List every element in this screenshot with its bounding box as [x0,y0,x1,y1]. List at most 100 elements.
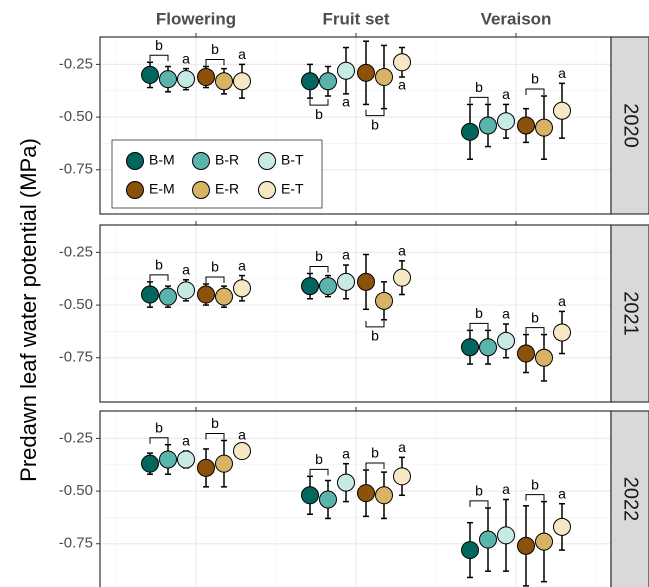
point [357,63,375,82]
significance-letter: a [238,257,246,273]
point [233,279,251,298]
y-tick-label: -0.25 [59,55,93,72]
point [393,268,411,287]
significance-letter: a [182,50,190,66]
point [197,458,215,477]
y-tick-label: -0.75 [59,161,93,178]
point [461,338,479,357]
bracket [469,322,489,330]
legend-label: E-R [215,181,239,197]
bracket [365,462,385,469]
significance-letter: b [155,419,163,435]
point [393,467,411,486]
point [553,101,571,120]
point [301,277,319,296]
bracket [205,276,225,283]
significance-letter: b [315,106,323,122]
point [393,53,411,72]
bracket [365,320,385,328]
bracket [149,274,169,281]
significance-letter: a [182,261,190,277]
point [337,61,355,80]
significance-letter: b [155,37,163,53]
legend-marker [126,152,144,170]
significance-letter: b [315,248,323,264]
point [375,291,393,310]
point [301,72,319,91]
point [337,473,355,492]
y-tick-label: -0.50 [59,108,93,125]
significance-letter: b [211,259,219,275]
legend-marker [258,152,276,170]
bracket [149,437,169,444]
bracket [525,88,545,95]
y-tick-label: -0.75 [59,535,93,552]
legend-marker [258,181,276,199]
significance-letter: a [502,86,510,102]
significance-letter: a [182,433,190,449]
point [233,442,251,461]
bracket [205,59,225,66]
legend-label: B-M [149,152,175,168]
point [497,526,515,545]
legend-label: E-M [149,181,175,197]
significance-letter: a [342,247,350,263]
point [517,116,535,135]
significance-letter: b [211,41,219,57]
facet-strip [610,224,649,403]
legend-marker [192,181,210,199]
legend-marker [126,181,144,199]
point [479,116,497,135]
significance-letter: a [342,445,350,461]
point [319,72,337,91]
significance-letter: b [531,476,539,492]
significance-letter: b [371,328,379,344]
point [479,530,497,549]
significance-letter: a [238,426,246,442]
significance-letter: a [558,65,566,81]
significance-letter: a [502,481,510,497]
y-tick-label: -0.50 [59,482,93,499]
point [177,70,195,89]
significance-letter: a [398,243,406,259]
facet-label: 2020 [620,103,642,148]
point [159,70,177,89]
facet-label: 2022 [620,477,642,522]
legend-label: B-R [215,152,239,168]
significance-letter: a [502,306,510,322]
significance-letter: b [475,483,483,499]
point [177,281,195,300]
point [319,277,337,296]
point [159,450,177,469]
legend-box [111,139,323,209]
significance-letter: a [558,485,566,501]
y-tick-label: -0.75 [59,349,93,366]
legend-marker [192,152,210,170]
point [535,118,553,137]
point [517,536,535,555]
point [141,65,159,84]
y-axis-label: Predawn leaf water potential (MPa) [16,138,41,482]
point [461,541,479,560]
significance-letter: a [238,46,246,62]
point [497,331,515,350]
legend-label: B-T [281,152,304,168]
significance-letter: b [211,415,219,431]
y-tick-label: -0.50 [59,296,93,313]
point [375,486,393,505]
point [535,532,553,551]
significance-letter: a [558,293,566,309]
point [337,272,355,291]
significance-letter: b [315,451,323,467]
bracket [469,96,489,104]
significance-letter: b [155,257,163,273]
point [553,517,571,536]
point [301,486,319,505]
point [197,68,215,87]
bracket [309,265,329,273]
legend-label: E-T [281,181,304,197]
significance-letter: b [475,305,483,321]
point [497,112,515,131]
significance-letter: b [371,116,379,132]
